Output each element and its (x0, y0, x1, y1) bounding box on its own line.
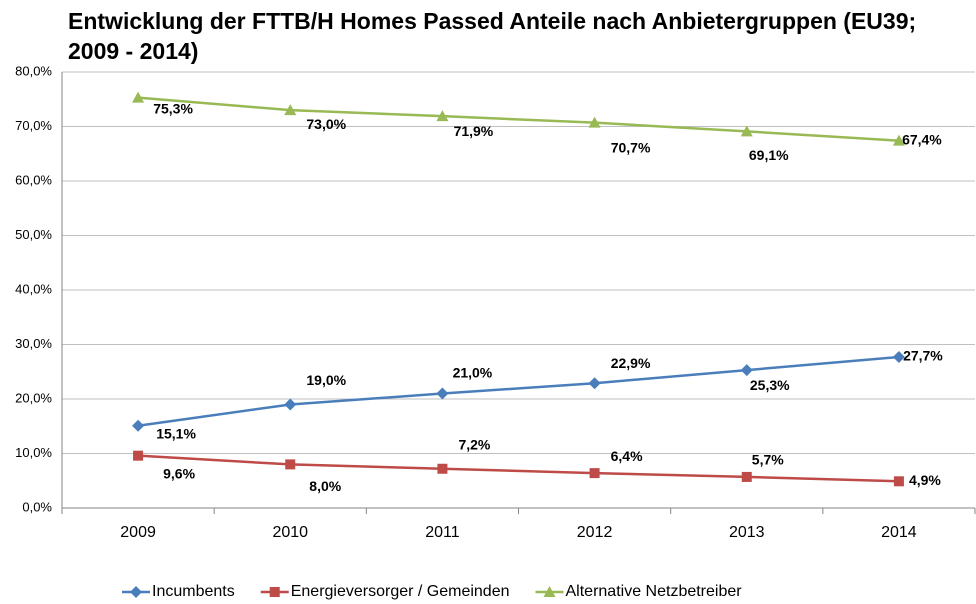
data-label: 22,9% (611, 355, 651, 371)
legend-label: Energieversorger / Gemeinden (291, 583, 510, 600)
data-label: 69,1% (749, 147, 789, 163)
data-label: 6,4% (611, 448, 643, 464)
legend-marker (543, 586, 556, 597)
data-label: 8,0% (309, 478, 341, 494)
point (436, 387, 449, 400)
y-tick-label: 30,0% (15, 336, 52, 351)
x-tick-label: 2012 (577, 524, 613, 541)
data-label: 5,7% (752, 452, 784, 468)
point (132, 91, 145, 103)
data-label: 19,0% (306, 372, 346, 388)
data-label: 71,9% (454, 123, 494, 139)
y-tick-label: 60,0% (15, 172, 52, 187)
x-tick-label: 2013 (729, 524, 765, 541)
x-tick-label: 2011 (425, 524, 460, 541)
point (588, 377, 601, 390)
data-label: 70,7% (611, 139, 651, 155)
point (893, 476, 904, 487)
data-label: 21,0% (453, 364, 493, 380)
legend-marker (269, 587, 280, 597)
point (132, 419, 145, 432)
x-tick-label: 2009 (120, 524, 156, 541)
data-label: 27,7% (903, 348, 943, 364)
y-tick-label: 0,0% (22, 499, 52, 514)
y-tick-label: 20,0% (15, 390, 52, 405)
y-tick-label: 50,0% (15, 227, 52, 242)
chart-title: Entwicklung der FTTB/H Homes Passed Ante… (68, 8, 917, 64)
data-label: 7,2% (458, 436, 490, 452)
series-line (137, 96, 899, 142)
y-tick-label: 40,0% (15, 281, 52, 296)
data-label: 67,4% (902, 131, 942, 147)
point (285, 459, 296, 470)
series-line (138, 454, 899, 483)
point (892, 134, 905, 146)
data-label: 4,9% (909, 472, 941, 488)
point (740, 125, 753, 137)
data-label: 73,0% (306, 116, 346, 132)
data-label: 15,1% (156, 425, 196, 441)
legend-label: Alternative Netzbetreiber (566, 583, 743, 600)
point (892, 351, 905, 364)
x-tick-label: 2010 (272, 524, 308, 541)
y-tick-label: 70,0% (15, 118, 52, 133)
x-tick-label: 2014 (881, 524, 917, 541)
point (437, 463, 448, 474)
y-tick-label: 10,0% (15, 445, 52, 460)
point (740, 364, 753, 377)
y-tick-label: 80,0% (15, 63, 52, 78)
series-line (137, 355, 900, 427)
point (588, 116, 601, 128)
point (589, 468, 600, 479)
data-label: 9,6% (163, 465, 195, 481)
point (284, 398, 297, 411)
data-label: 75,3% (153, 100, 193, 116)
legend-marker (130, 586, 142, 598)
data-label: 25,3% (750, 377, 790, 393)
point (741, 471, 752, 482)
point (133, 450, 144, 461)
point (436, 110, 449, 122)
point (284, 104, 297, 116)
legend-label: Incumbents (152, 583, 235, 600)
